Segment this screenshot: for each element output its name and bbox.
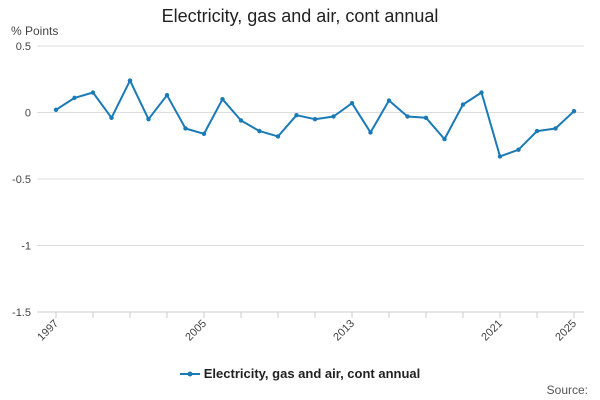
data-point xyxy=(90,90,96,95)
data-point xyxy=(349,100,355,106)
x-tick-label: 2005 xyxy=(183,318,209,344)
y-tick-label: -1 xyxy=(21,241,31,253)
data-point xyxy=(460,102,466,107)
data-point xyxy=(423,115,429,121)
data-point xyxy=(386,98,392,103)
y-axis-unit: % Points xyxy=(11,24,59,38)
source-label: Source: xyxy=(546,383,588,397)
data-point xyxy=(275,134,281,139)
data-point xyxy=(516,147,521,152)
x-tick-label: 1997 xyxy=(35,318,61,344)
data-point xyxy=(497,154,503,159)
legend-swatch xyxy=(179,371,200,376)
data-point xyxy=(405,114,410,119)
data-point xyxy=(257,128,262,134)
data-point xyxy=(201,131,207,136)
data-point xyxy=(238,118,244,123)
x-tick-label: 2021 xyxy=(479,318,505,344)
data-point xyxy=(312,116,318,122)
data-point xyxy=(368,130,373,135)
data-point xyxy=(53,107,59,113)
x-tick-label: 2013 xyxy=(331,318,357,344)
data-point xyxy=(479,90,484,95)
y-tick-label: -0.5 xyxy=(12,174,31,186)
data-point xyxy=(72,95,77,101)
data-point xyxy=(164,93,170,98)
data-point xyxy=(534,128,540,134)
y-tick-label: 0 xyxy=(25,108,31,120)
data-point xyxy=(571,108,577,114)
data-point xyxy=(183,126,188,131)
data-point xyxy=(109,115,114,121)
data-point xyxy=(294,112,299,118)
data-point xyxy=(553,126,558,131)
data-point xyxy=(442,136,447,142)
data-point xyxy=(220,97,225,102)
chart-title: Electricity, gas and air, cont annual xyxy=(161,6,439,26)
legend-label: Electricity, gas and air, cont annual xyxy=(203,366,421,381)
data-point xyxy=(127,78,133,83)
data-point xyxy=(146,116,151,122)
y-tick-label: -1.5 xyxy=(12,307,31,319)
x-tick-label: 2025 xyxy=(553,318,579,344)
legend[interactable]: Electricity, gas and air, cont annual xyxy=(0,366,600,381)
y-tick-label: 0.5 xyxy=(16,41,31,53)
data-point xyxy=(331,114,336,119)
